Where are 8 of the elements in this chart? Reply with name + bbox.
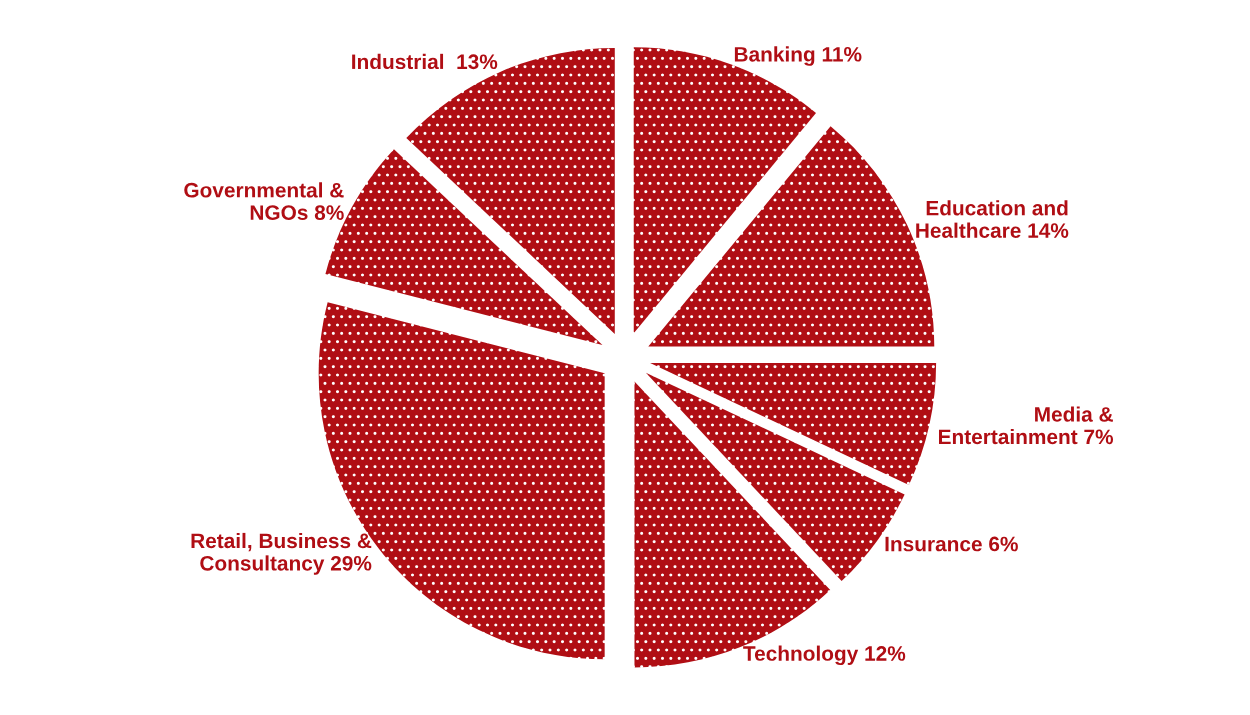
slice-label: Technology 12% xyxy=(743,645,906,666)
slice-label: Insurance 6% xyxy=(885,536,1018,552)
slice-label: Governmental & NGOs 8% xyxy=(184,182,344,220)
slice-label: Industrial 13% xyxy=(352,53,498,70)
slice-label: Education and Healthcare 14% xyxy=(916,200,1069,238)
slice-label: Banking 11% xyxy=(734,46,862,66)
slice-label: Media & Entertainment 7% xyxy=(939,406,1114,445)
slice-label: Retail, Business & Consultancy 29% xyxy=(191,532,372,575)
